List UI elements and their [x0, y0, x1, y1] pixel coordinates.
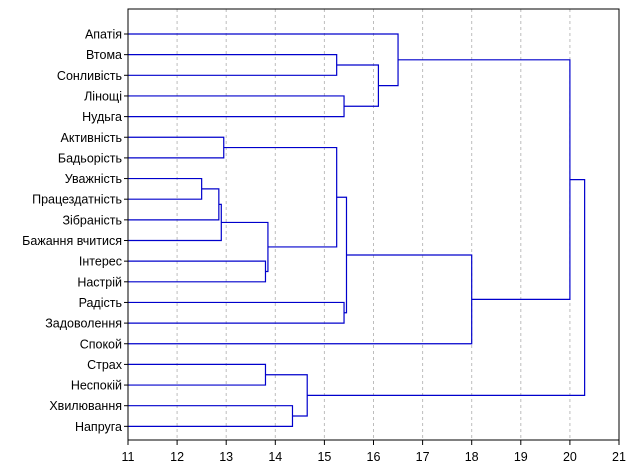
dendrogram-link — [336, 196, 348, 314]
leaf-label: Нудьга — [82, 110, 122, 124]
x-tick-label: 21 — [612, 450, 626, 464]
dendrogram-link — [307, 178, 586, 396]
x-tick-label: 11 — [122, 450, 135, 464]
leaf-label: Радість — [79, 296, 122, 310]
dendrogram-link — [128, 95, 345, 118]
dendrogram-link — [128, 405, 294, 427]
leaf-label: Страх — [87, 358, 123, 372]
x-axis-ticks: 11 12 13 14 15 16 17 18 19 20 21 — [122, 440, 626, 464]
dendrogram-link — [398, 59, 571, 300]
leaf-label: Задоволення — [45, 317, 122, 331]
leaf-label: Неспокій — [71, 379, 122, 393]
leaf-label: Бажання вчитися — [22, 234, 122, 248]
x-tick-label: 16 — [367, 450, 381, 464]
x-tick-label: 13 — [219, 450, 233, 464]
dendrogram-link — [336, 64, 380, 107]
dendrogram-links — [128, 33, 586, 427]
dendrogram-link — [265, 374, 308, 417]
leaf-label: Сонливість — [57, 69, 122, 83]
dendrogram-link — [128, 54, 338, 76]
dendrogram-link — [128, 301, 345, 324]
leaf-label: Працездатність — [32, 193, 122, 207]
leaf-label: Напруга — [75, 420, 122, 434]
leaf-label: Інтерес — [79, 255, 122, 269]
x-tick-label: 17 — [416, 450, 430, 464]
leaf-label: Уважність — [65, 172, 122, 186]
dendrogram-link — [128, 177, 203, 200]
leaf-label: Лінощі — [84, 89, 122, 103]
dendrogram-link — [223, 146, 338, 248]
leaf-label: Бадьорість — [58, 151, 122, 165]
grid-lines — [176, 9, 571, 440]
x-tick-label: 19 — [514, 450, 528, 464]
leaf-label: Втома — [86, 48, 122, 62]
leaf-label: Активність — [61, 131, 122, 145]
leaf-labels: Апатія Втома Сонливість Лінощі Нудьга Активні… — [22, 28, 123, 434]
dendrogram-link — [128, 363, 267, 386]
dendrogram-link — [128, 254, 473, 345]
dendrogram-link — [128, 136, 225, 159]
dendrogram-link — [221, 221, 269, 273]
leaf-label: Апатія — [85, 28, 122, 42]
x-tick-label: 12 — [170, 450, 184, 464]
dendrogram-link — [128, 33, 399, 87]
dendrogram-link — [128, 188, 220, 221]
x-tick-label: 14 — [268, 450, 282, 464]
x-tick-label: 20 — [563, 450, 577, 464]
leaf-label: Хвилювання — [49, 399, 122, 413]
x-tick-label: 15 — [317, 450, 331, 464]
x-tick-label: 18 — [465, 450, 479, 464]
leaf-label: Зібраність — [62, 213, 122, 227]
leaf-label: Настрій — [77, 275, 122, 289]
dendrogram-link — [128, 203, 222, 242]
dendrogram-link — [128, 260, 267, 283]
leaf-label: Спокой — [80, 337, 122, 351]
plot-frame — [124, 8, 620, 441]
